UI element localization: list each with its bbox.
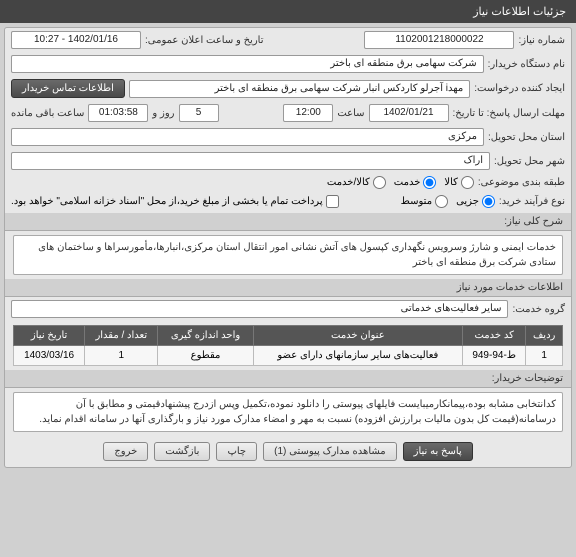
td-unit: مقطوع <box>158 346 253 366</box>
window-titlebar: جزئیات اطلاعات نیاز <box>0 0 576 23</box>
deadline-date-field: 1402/01/21 <box>369 104 449 122</box>
section-services-info: اطلاعات خدمات مورد نیاز <box>5 279 571 297</box>
province-label: استان محل تحویل: <box>488 132 565 143</box>
services-table: ردیف کد خدمت عنوان خدمت واحد اندازه گیری… <box>13 325 563 366</box>
th-date: تاریخ نیاز <box>14 326 85 346</box>
radio-jozei[interactable]: جزیی <box>456 195 495 208</box>
table-row[interactable]: 1 ط-94-949 فعالیت‌های سایر سازمانهای دار… <box>14 346 563 366</box>
td-qty: 1 <box>85 346 158 366</box>
td-date: 1403/03/16 <box>14 346 85 366</box>
th-row: ردیف <box>526 326 563 346</box>
group-field: سایر فعالیت‌های خدماتی <box>11 300 508 318</box>
days-label: روز و <box>152 108 174 119</box>
class-radio-group: کالا خدمت کالا/خدمت <box>327 176 474 189</box>
group-label: گروه خدمت: <box>512 304 565 315</box>
attachments-button[interactable]: مشاهده مدارک پیوستی (1) <box>263 442 397 461</box>
province-field: مرکزی <box>11 128 484 146</box>
contact-buyer-button[interactable]: اطلاعات تماس خریدار <box>11 79 125 98</box>
process-radio-group: جزیی متوسط <box>401 195 495 208</box>
need-no-field: 1102001218000022 <box>364 31 514 49</box>
announce-field: 1402/01/16 - 10:27 <box>11 31 141 49</box>
general-desc-box: خدمات ایمنی و شارژ وسرویس نگهداری کپسول … <box>13 235 563 275</box>
deadline-label: مهلت ارسال پاسخ: تا تاریخ: <box>453 108 565 119</box>
buyer-label: نام دستگاه خریدار: <box>488 59 565 70</box>
buyer-field: شرکت سهامی برق منطقه ای باختر <box>11 55 484 73</box>
treasury-checkbox[interactable] <box>326 195 339 208</box>
deadline-time-field: 12:00 <box>283 104 333 122</box>
remain-label: ساعت باقی مانده <box>11 108 84 119</box>
th-code: کد خدمت <box>463 326 526 346</box>
announce-label: تاریخ و ساعت اعلان عمومی: <box>145 35 264 46</box>
td-title: فعالیت‌های سایر سازمانهای دارای عضو <box>253 346 462 366</box>
section-buyer-notes: توضیحات خریدار: <box>5 370 571 388</box>
radio-motavaset[interactable]: متوسط <box>401 195 448 208</box>
process-label: نوع فرآیند خرید: <box>499 196 565 207</box>
buyer-notes-box: کدانتخابی مشابه بوده،پیمانکارمیبایست فای… <box>13 392 563 432</box>
footer-buttons: پاسخ به نیاز مشاهده مدارک پیوستی (1) چاپ… <box>5 436 571 467</box>
print-button[interactable]: چاپ <box>216 442 257 461</box>
treasury-note: پرداخت تمام یا بخشی از مبلغ خرید،از محل … <box>11 196 323 207</box>
need-no-label: شماره نیاز: <box>518 35 565 46</box>
days-field: 5 <box>179 104 219 122</box>
th-qty: تعداد / مقدار <box>85 326 158 346</box>
exit-button[interactable]: خروج <box>103 442 148 461</box>
treasury-check: پرداخت تمام یا بخشی از مبلغ خرید،از محل … <box>11 195 339 208</box>
th-unit: واحد اندازه گیری <box>158 326 253 346</box>
section-general-desc: شرح کلی نیاز: <box>5 213 571 231</box>
city-field: اراک <box>11 152 490 170</box>
back-button[interactable]: بازگشت <box>154 442 210 461</box>
city-label: شهر محل تحویل: <box>494 156 565 167</box>
td-code: ط-94-949 <box>463 346 526 366</box>
table-header-row: ردیف کد خدمت عنوان خدمت واحد اندازه گیری… <box>14 326 563 346</box>
remain-field: 01:03:58 <box>88 104 148 122</box>
time-label: ساعت <box>337 108 364 119</box>
main-panel: شماره نیاز: 1102001218000022 تاریخ و ساع… <box>4 27 572 468</box>
radio-kala[interactable]: کالا <box>444 176 474 189</box>
radio-both[interactable]: کالا/خدمت <box>327 176 386 189</box>
creator-field: مهدi آجرلو کاردکس انبار شرکت سهامی برق م… <box>129 80 470 98</box>
td-row: 1 <box>526 346 563 366</box>
class-label: طبقه بندی موضوعی: <box>478 177 565 188</box>
radio-khedmat[interactable]: خدمت <box>394 176 437 189</box>
respond-button[interactable]: پاسخ به نیاز <box>403 442 473 461</box>
creator-label: ایجاد کننده درخواست: <box>474 83 565 94</box>
th-title: عنوان خدمت <box>253 326 462 346</box>
